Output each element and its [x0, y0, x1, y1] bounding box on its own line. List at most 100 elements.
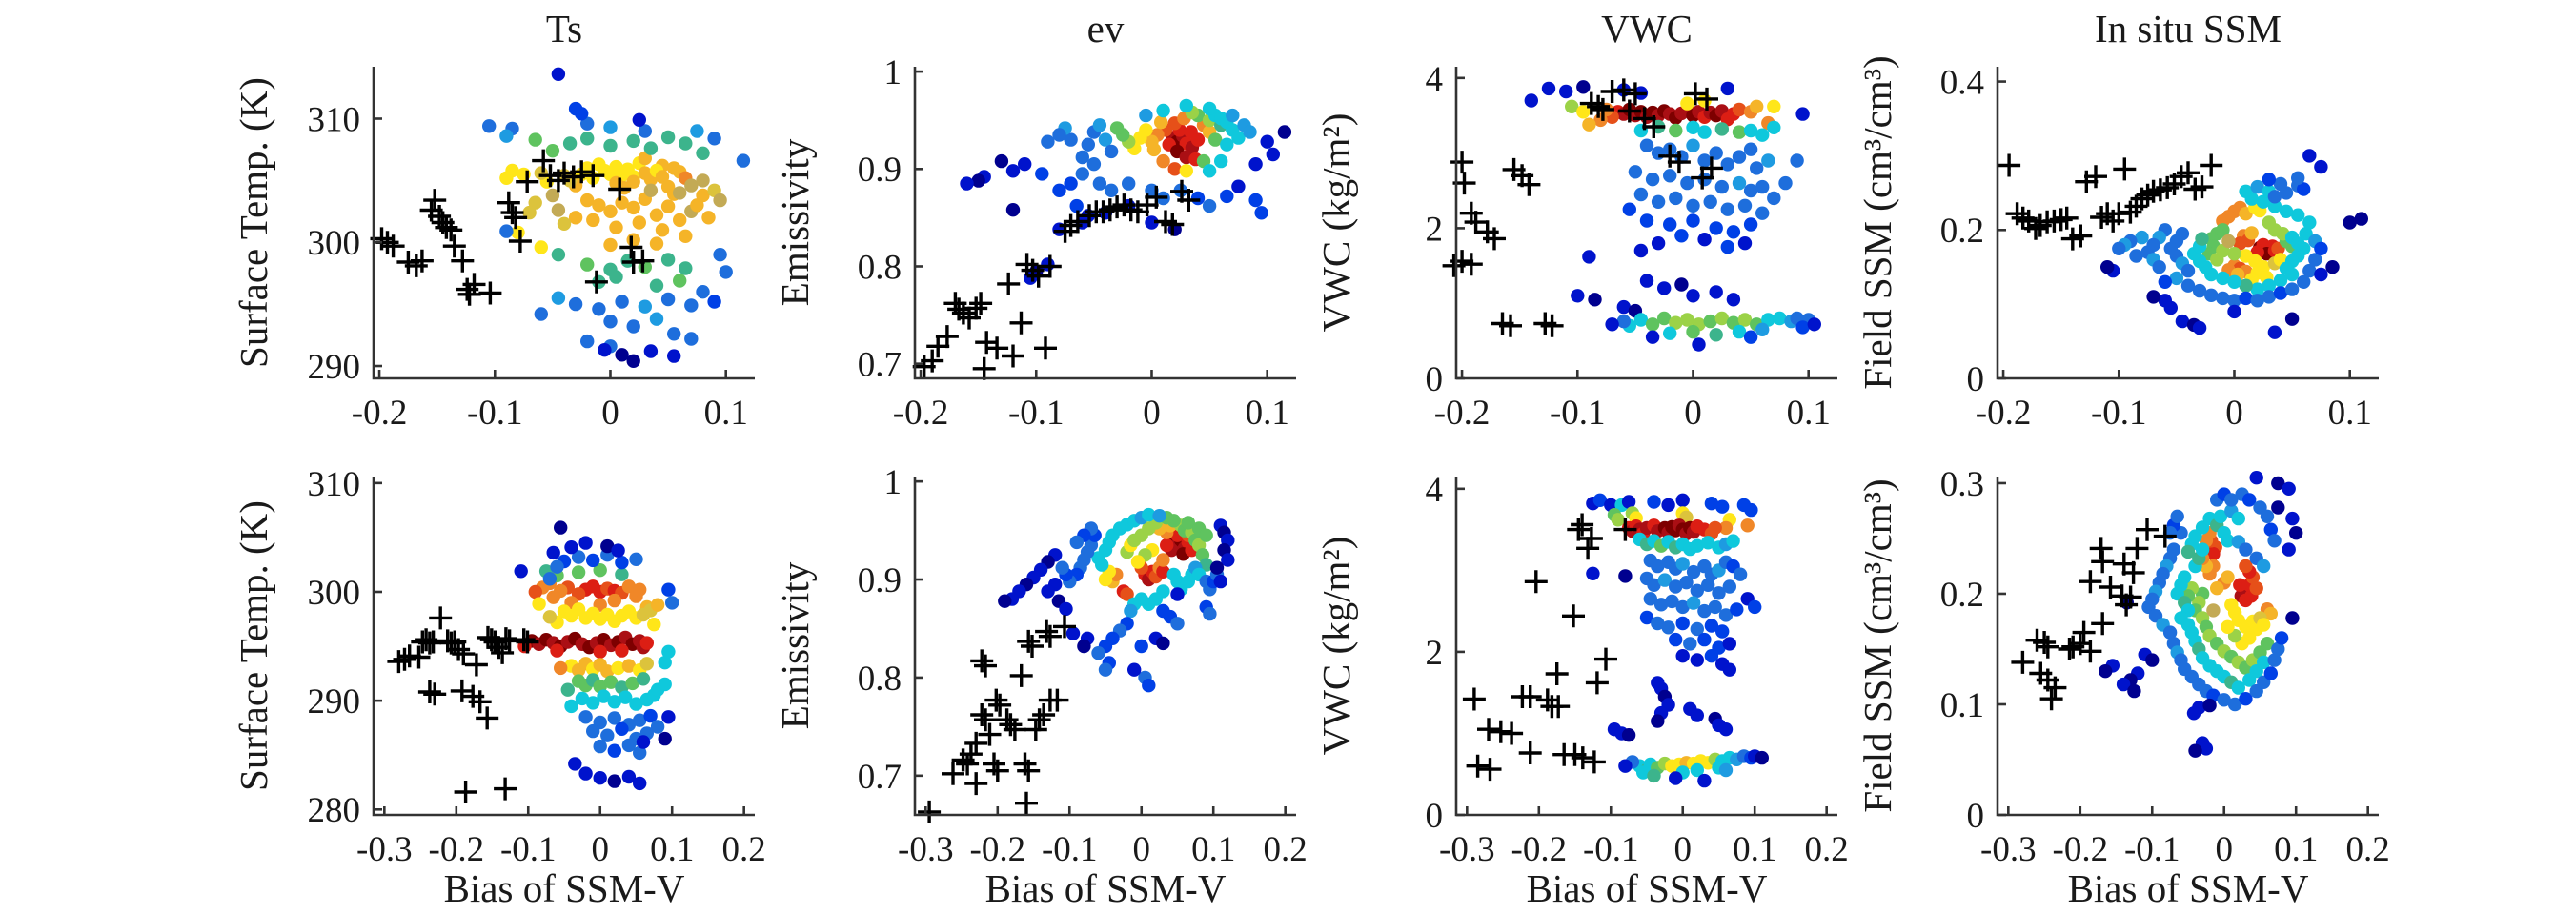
plus-marker	[1466, 754, 1490, 778]
data-point	[1152, 509, 1166, 523]
plus-marker	[1547, 695, 1571, 719]
y-tick-label: 0.9	[858, 151, 902, 190]
x-tick-label: 0.1	[1787, 394, 1831, 433]
plus-marker	[1540, 314, 1564, 337]
data-point	[1674, 229, 1689, 243]
data-point	[1669, 579, 1683, 594]
data-point	[1697, 632, 1712, 647]
data-point	[1701, 578, 1715, 592]
data-point	[1697, 603, 1712, 619]
data-point	[2271, 641, 2285, 657]
data-point	[1618, 569, 1633, 583]
plus-marker	[1027, 708, 1051, 732]
data-point	[542, 572, 558, 586]
data-point	[1098, 662, 1113, 677]
data-point	[1743, 142, 1758, 156]
data-point	[1639, 610, 1654, 625]
data-point	[1069, 535, 1085, 550]
data-point	[2284, 267, 2300, 282]
plus-marker	[1002, 344, 1024, 368]
plus-marker	[1998, 153, 2021, 177]
plus-marker	[435, 215, 458, 239]
plus-marker	[2136, 518, 2159, 541]
data-point	[1541, 81, 1556, 96]
data-point	[551, 248, 566, 262]
data-point	[1657, 311, 1672, 326]
data-point	[1059, 601, 1073, 617]
data-point	[1683, 637, 1697, 651]
plus-marker	[442, 234, 466, 258]
plus-marker	[1045, 688, 1069, 712]
data-point	[1109, 121, 1125, 135]
data-point	[1098, 132, 1113, 147]
x-tick-label: 0.1	[1191, 830, 1235, 869]
data-point	[580, 116, 595, 131]
data-point	[2192, 283, 2207, 298]
data-point	[603, 675, 619, 689]
data-point	[1220, 189, 1234, 204]
data-point	[1139, 108, 1153, 123]
data-point	[2250, 294, 2264, 308]
data-point	[1744, 502, 1758, 518]
data-point	[1709, 221, 1723, 235]
scatter-points	[2100, 149, 2368, 339]
data-point	[571, 565, 586, 579]
data-point	[1720, 202, 1735, 216]
axes-lines	[372, 477, 755, 817]
data-point	[2250, 179, 2264, 194]
x-tick-label: -0.2	[352, 394, 408, 433]
data-point	[1686, 289, 1700, 303]
data-point	[2267, 325, 2282, 339]
plus-marker	[970, 649, 994, 673]
plus-marker	[1594, 647, 1617, 671]
data-point	[1616, 314, 1632, 329]
x-axis-label: Bias of SSM-V	[985, 866, 1227, 910]
data-point	[1718, 608, 1734, 622]
data-point	[592, 198, 606, 213]
plus-marker	[2058, 638, 2081, 660]
data-point	[2227, 274, 2241, 289]
data-point	[673, 213, 687, 228]
data-point	[1697, 233, 1712, 247]
data-point	[2308, 253, 2322, 267]
data-point	[1134, 639, 1148, 654]
data-point	[2271, 500, 2285, 515]
data-point	[655, 223, 670, 237]
x-tick-label: 0	[1132, 830, 1150, 869]
data-point	[2260, 637, 2275, 651]
data-point	[1737, 236, 1753, 251]
data-point	[2282, 542, 2296, 557]
plus-marker	[1623, 82, 1647, 106]
data-point	[2195, 542, 2210, 557]
x-tick-label: -0.1	[1042, 830, 1098, 869]
plus-marker	[1017, 759, 1041, 782]
data-point	[1686, 324, 1700, 339]
axes-lines	[372, 67, 755, 380]
data-point	[626, 133, 640, 149]
x-tick-label: 0.2	[722, 830, 766, 869]
plus-marker	[964, 296, 988, 320]
data-point	[1179, 98, 1194, 113]
data-point	[1697, 153, 1712, 168]
data-point	[2242, 493, 2257, 507]
data-point	[1686, 596, 1701, 610]
data-point	[1651, 714, 1665, 728]
data-point	[2271, 476, 2285, 491]
data-point	[1709, 285, 1723, 299]
plus-marker	[2177, 161, 2200, 185]
data-point	[643, 344, 659, 358]
data-point	[2284, 282, 2300, 296]
data-point	[603, 237, 618, 253]
data-point	[554, 660, 568, 676]
data-point	[1708, 599, 1722, 615]
x-tick-label: -0.3	[356, 830, 413, 869]
plus-marker	[608, 177, 632, 201]
plus-marker	[532, 149, 556, 173]
data-point	[667, 349, 681, 363]
data-point	[2231, 680, 2245, 695]
plus-marker	[1545, 662, 1569, 685]
plus-marker	[1667, 151, 1691, 174]
data-point	[1795, 320, 1810, 335]
data-point	[1675, 557, 1690, 571]
data-point	[2227, 247, 2241, 261]
